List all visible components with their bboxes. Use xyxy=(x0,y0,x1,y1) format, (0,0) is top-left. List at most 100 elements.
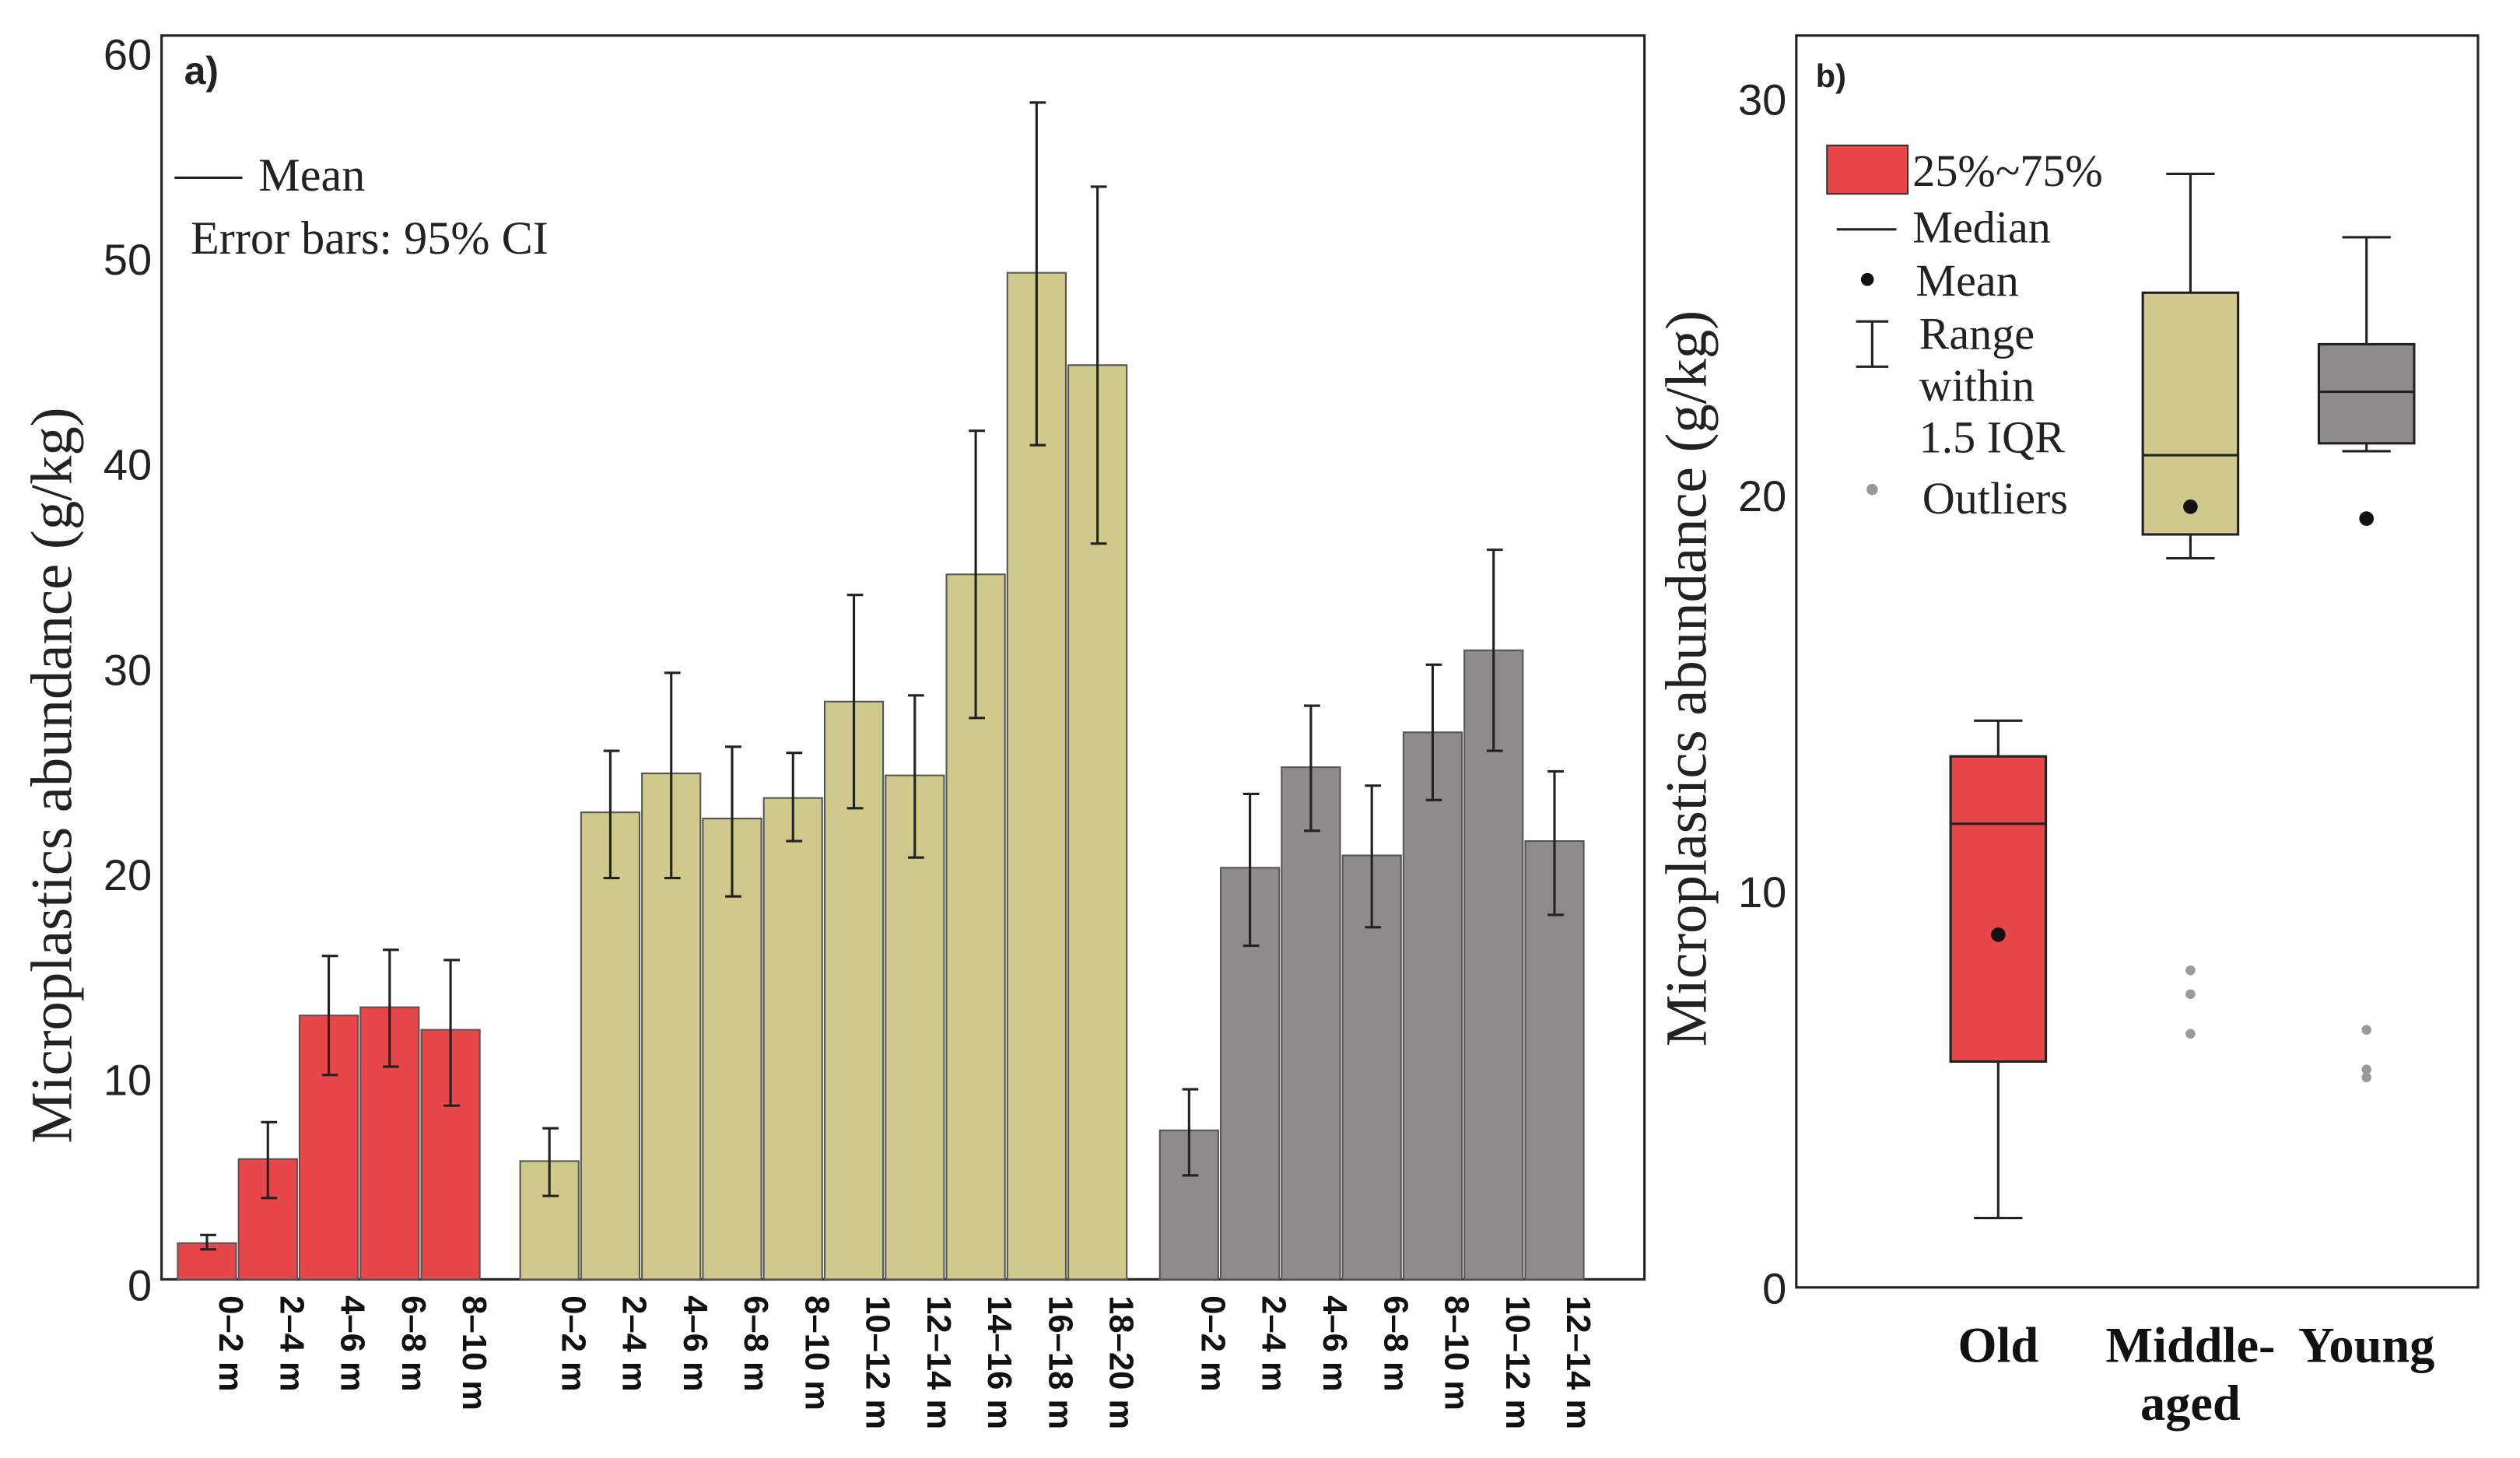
legend-mean-label: Mean xyxy=(258,149,365,202)
outlier-dot xyxy=(2361,1025,2371,1035)
panel-b-box-plot: b) Microplastics abundance (g/kg) 25%~75… xyxy=(1655,34,2480,1431)
mean-dot xyxy=(2183,499,2198,514)
x-tick-label: 0–2 m xyxy=(1193,1295,1231,1392)
outlier-dot xyxy=(2185,989,2196,1000)
legend-outliers-label: Outliers xyxy=(1922,473,2068,524)
bar-middle-aged xyxy=(702,818,762,1281)
error-bar xyxy=(846,594,864,810)
outlier-dot xyxy=(2185,1029,2196,1039)
y-tick-label: 20 xyxy=(103,850,152,899)
x-category-label: Middle- xyxy=(2105,1317,2275,1372)
error-bar xyxy=(443,959,461,1107)
x-tick-label: 6–8 m xyxy=(737,1295,774,1392)
legend-range-icon xyxy=(1856,320,1889,368)
panel-b-frame xyxy=(1795,34,2480,1289)
x-tick-label: 2–4 m xyxy=(1255,1295,1292,1392)
error-bar xyxy=(1029,101,1046,447)
y-tick-label: 10 xyxy=(1738,867,1786,917)
x-tick-label: 10–12 m xyxy=(859,1295,896,1429)
x-tick-label: 2–4 m xyxy=(272,1295,310,1392)
x-tick-label: 4–6 m xyxy=(676,1295,713,1392)
bar-middle-aged xyxy=(762,797,823,1281)
x-tick-label: 0–2 m xyxy=(554,1295,591,1392)
whisker xyxy=(2342,236,2391,453)
box-middle-aged: Middle-aged xyxy=(2105,172,2275,1431)
panel-a-label: a) xyxy=(184,49,219,93)
panel-b-legend: 25%~75% Median Mean Range within 1.5 IQR… xyxy=(1826,144,2103,524)
error-bar xyxy=(200,1233,216,1251)
error-bar xyxy=(1365,784,1382,929)
y-tick-label: 0 xyxy=(1762,1264,1786,1313)
bar-young xyxy=(1281,766,1341,1281)
iqr-box xyxy=(1949,755,2048,1063)
bar-middle-aged xyxy=(580,811,641,1281)
error-bar xyxy=(1090,185,1107,545)
x-tick-label: 0–2 m xyxy=(212,1295,249,1392)
y-tick-label: 10 xyxy=(103,1056,152,1105)
bar-young xyxy=(1402,731,1463,1281)
x-tick-label: 10–12 m xyxy=(1498,1295,1536,1429)
panel-b-label: b) xyxy=(1816,58,1846,94)
whisker xyxy=(1974,719,2023,1220)
panel-a-y-axis-label: Microplastics abundance (g/kg) xyxy=(19,407,84,1143)
legend-range-label-2: within xyxy=(1919,360,2035,411)
error-bar xyxy=(725,745,741,898)
x-category-label: Old xyxy=(1957,1317,2038,1372)
x-tick-label: 4–6 m xyxy=(334,1295,371,1392)
legend-box-label: 25%~75% xyxy=(1912,145,2103,196)
legend-box-swatch xyxy=(1826,144,1909,195)
bar-middle-aged xyxy=(885,774,945,1281)
error-bar xyxy=(1242,792,1260,948)
x-tick-label: 4–6 m xyxy=(1316,1295,1353,1392)
error-bar xyxy=(1182,1088,1199,1177)
x-tick-label: 12–14 m xyxy=(920,1295,957,1429)
error-bar xyxy=(542,1127,559,1197)
legend-median-label: Median xyxy=(1912,202,2051,252)
x-tick-label: 12–14 m xyxy=(1559,1295,1596,1429)
box-young: Young xyxy=(2298,236,2434,1372)
legend-outlier-dot xyxy=(1866,483,1878,496)
y-tick-label: 30 xyxy=(103,645,152,694)
bar-young xyxy=(1463,649,1524,1281)
legend-range-label-1: Range xyxy=(1919,308,2035,359)
mean-dot xyxy=(1990,927,2006,942)
legend-error-label: Error bars: 95% CI xyxy=(191,212,549,265)
outlier-dot xyxy=(2361,1064,2371,1074)
outlier-dot xyxy=(2361,1072,2371,1083)
y-tick-label: 40 xyxy=(103,440,152,489)
error-bar xyxy=(321,955,338,1077)
x-tick-label: 18–20 m xyxy=(1102,1295,1140,1429)
legend-range-label-3: 1.5 IQR xyxy=(1919,412,2066,462)
iqr-box xyxy=(2141,291,2240,536)
x-tick-label: 16–18 m xyxy=(1041,1295,1078,1429)
y-tick-label: 30 xyxy=(1738,75,1786,124)
x-tick-label: 6–8 m xyxy=(1376,1295,1414,1392)
x-category-label: aged xyxy=(2140,1376,2241,1431)
error-bar xyxy=(969,429,986,720)
x-tick-label: 8–10 m xyxy=(1438,1295,1475,1411)
whisker xyxy=(2166,172,2215,560)
error-bar xyxy=(603,749,620,880)
iqr-box xyxy=(2317,342,2416,445)
y-tick-label: 20 xyxy=(1738,471,1786,520)
error-bar xyxy=(261,1120,278,1200)
outlier-dot xyxy=(2185,966,2196,976)
error-bar xyxy=(1425,663,1442,801)
error-bar xyxy=(664,671,681,880)
error-bar xyxy=(383,948,399,1068)
mean-dot xyxy=(2359,511,2375,526)
x-tick-label: 8–10 m xyxy=(797,1295,835,1411)
x-tick-label: 2–4 m xyxy=(615,1295,653,1392)
error-bar xyxy=(786,752,803,843)
y-tick-label: 0 xyxy=(128,1260,152,1309)
legend-mean-dot xyxy=(1860,272,1874,286)
x-category-label: Young xyxy=(2298,1317,2434,1372)
legend-mean-label-b: Mean xyxy=(1915,255,2018,306)
x-tick-label: 8–10 m xyxy=(455,1295,492,1411)
error-bar xyxy=(1547,769,1564,917)
error-bar xyxy=(1486,549,1503,752)
x-tick-label: 6–8 m xyxy=(394,1295,432,1392)
error-bar xyxy=(907,694,924,859)
